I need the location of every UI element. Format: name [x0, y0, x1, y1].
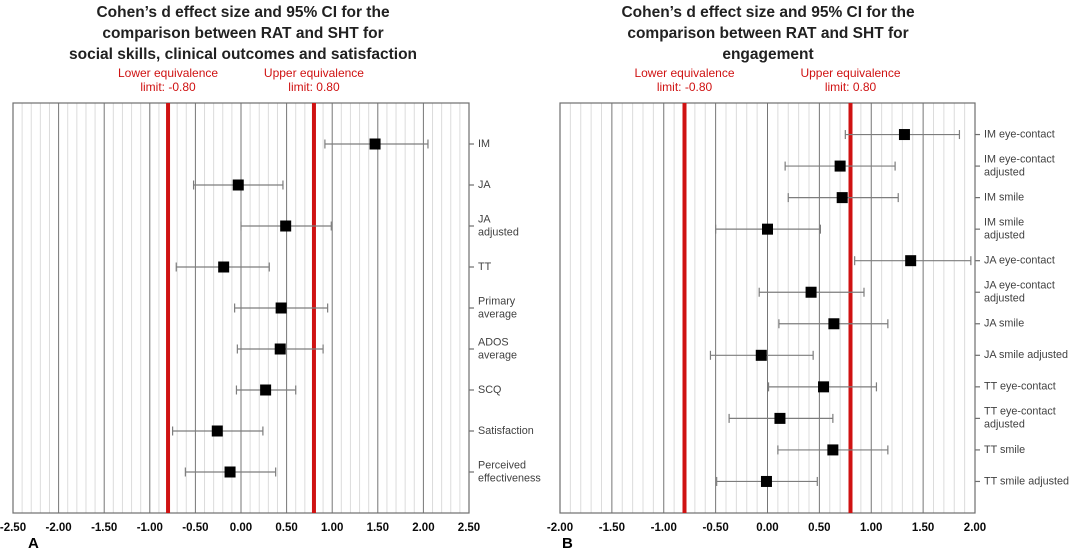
effect-size-square	[905, 255, 917, 267]
x-tick-label: 1.50	[367, 522, 389, 534]
effect-size-square	[818, 381, 830, 393]
upper-equivalence-text: Upper equivalence	[800, 66, 901, 80]
effect-size-square	[232, 179, 244, 191]
row-label: JA eye-contact	[984, 255, 1055, 267]
row-label: Primary	[478, 295, 516, 307]
effect-size-square	[827, 444, 839, 456]
x-tick-label: -0.50	[703, 522, 729, 534]
effect-size-square	[280, 220, 292, 232]
panel-a-title-line-2: comparison between RAT and SHT for	[102, 25, 384, 42]
row-label: JA smile adjusted	[984, 349, 1068, 361]
x-tick-label: 1.00	[321, 522, 343, 534]
row-label: IM smile	[984, 191, 1024, 203]
panel-b-lower-equivalence-label: Lower equivalence limit: -0.80	[634, 66, 734, 94]
panel-b-title-line-1: Cohen’s d effect size and 95% CI for the	[621, 4, 915, 21]
upper-equivalence-text: Upper equivalence	[263, 66, 364, 80]
panel-b-letter: B	[562, 535, 573, 552]
row-label: JA eye-contact	[984, 280, 1055, 292]
effect-size-square	[898, 129, 910, 141]
upper-equivalence-value: limit: 0.80	[824, 80, 877, 94]
panel-a-letter: A	[28, 535, 39, 552]
row-label: adjusted	[478, 226, 519, 238]
row-label: average	[478, 349, 517, 361]
panel-b-title-line-2: comparison between RAT and SHT for	[627, 25, 909, 42]
effect-size-square	[762, 223, 773, 235]
row-label: IM eye-contact	[984, 128, 1055, 140]
effect-size-square	[211, 425, 223, 437]
lower-equivalence-value: limit: -0.80	[656, 80, 713, 94]
effect-size-square	[224, 466, 236, 478]
row-label: Satisfaction	[478, 425, 534, 437]
row-label: JA	[478, 179, 491, 191]
x-tick-label: -2.00	[45, 522, 71, 534]
x-tick-label: 0.00	[230, 522, 252, 534]
panel-a-title-line-1: Cohen’s d effect size and 95% CI for the	[96, 4, 390, 21]
row-label: adjusted	[984, 419, 1025, 431]
effect-size-square	[774, 412, 786, 424]
panel-b-title-line-3: engagement	[722, 46, 814, 63]
x-tick-label: 2.50	[458, 522, 480, 534]
x-tick-label: -1.00	[651, 522, 677, 534]
row-label: JA	[478, 213, 491, 225]
panel-a-upper-equivalence-label: Upper equivalence limit: 0.80	[264, 66, 364, 94]
row-label: TT smile	[984, 444, 1025, 456]
x-tick-label: 1.50	[912, 522, 934, 534]
plot-frame	[559, 102, 976, 514]
effect-size-square	[836, 192, 848, 204]
panel-b-upper-equivalence-label: Upper equivalence limit: 0.80	[800, 66, 900, 94]
x-tick-label: -0.50	[182, 522, 208, 534]
row-label: IM	[478, 138, 490, 150]
row-label: IM smile	[984, 217, 1024, 229]
effect-size-square	[834, 160, 846, 172]
x-tick-label: 2.00	[964, 522, 986, 534]
effect-size-square	[275, 302, 287, 314]
effect-size-square	[274, 343, 286, 355]
panel-a-lower-equivalence-label: Lower equivalence limit: -0.80	[118, 66, 218, 94]
row-label: JA smile	[984, 318, 1024, 330]
row-label: adjusted	[984, 166, 1025, 178]
x-tick-label: 0.50	[275, 522, 297, 534]
x-tick-label: -2.50	[0, 522, 26, 534]
effect-size-square	[260, 384, 272, 396]
effect-size-square	[828, 318, 840, 330]
x-tick-label: 2.00	[412, 522, 434, 534]
row-label: effectiveness	[478, 472, 541, 484]
x-tick-label: -1.50	[91, 522, 117, 534]
row-label: TT	[478, 261, 492, 273]
lower-equivalence-text: Lower equivalence	[117, 66, 219, 80]
effect-size-square	[218, 261, 230, 273]
x-tick-label: 1.00	[860, 522, 882, 534]
lower-equivalence-text: Lower equivalence	[634, 66, 735, 80]
effect-size-square	[369, 138, 381, 150]
row-label: SCQ	[478, 384, 501, 396]
panel-a-title: Cohen’s d effect size and 95% CI for the…	[69, 2, 417, 65]
row-label: TT smile adjusted	[984, 475, 1069, 487]
row-label: TT eye-contact	[984, 406, 1056, 418]
panel-b-title: Cohen’s d effect size and 95% CI for the…	[621, 2, 914, 65]
row-label: IM eye-contact	[984, 153, 1055, 165]
row-label: ADOS	[478, 336, 509, 348]
row-label: TT eye-contact	[984, 381, 1056, 393]
effect-size-square	[755, 349, 767, 361]
row-label: adjusted	[984, 293, 1025, 305]
x-tick-label: 0.00	[756, 522, 778, 534]
row-label: Perceived	[478, 459, 526, 471]
x-tick-label: -1.00	[137, 522, 163, 534]
row-label: average	[478, 308, 517, 320]
effect-size-square	[760, 475, 772, 487]
x-tick-label: -2.00	[547, 522, 573, 534]
x-tick-label: -1.50	[599, 522, 625, 534]
row-label: adjusted	[984, 230, 1025, 242]
panel-a-title-line-3: social skills, clinical outcomes and sat…	[68, 46, 418, 63]
x-tick-label: 0.50	[808, 522, 830, 534]
effect-size-square	[805, 286, 817, 298]
upper-equivalence-value: limit: 0.80	[288, 80, 340, 94]
lower-equivalence-value: limit: -0.80	[140, 80, 196, 94]
